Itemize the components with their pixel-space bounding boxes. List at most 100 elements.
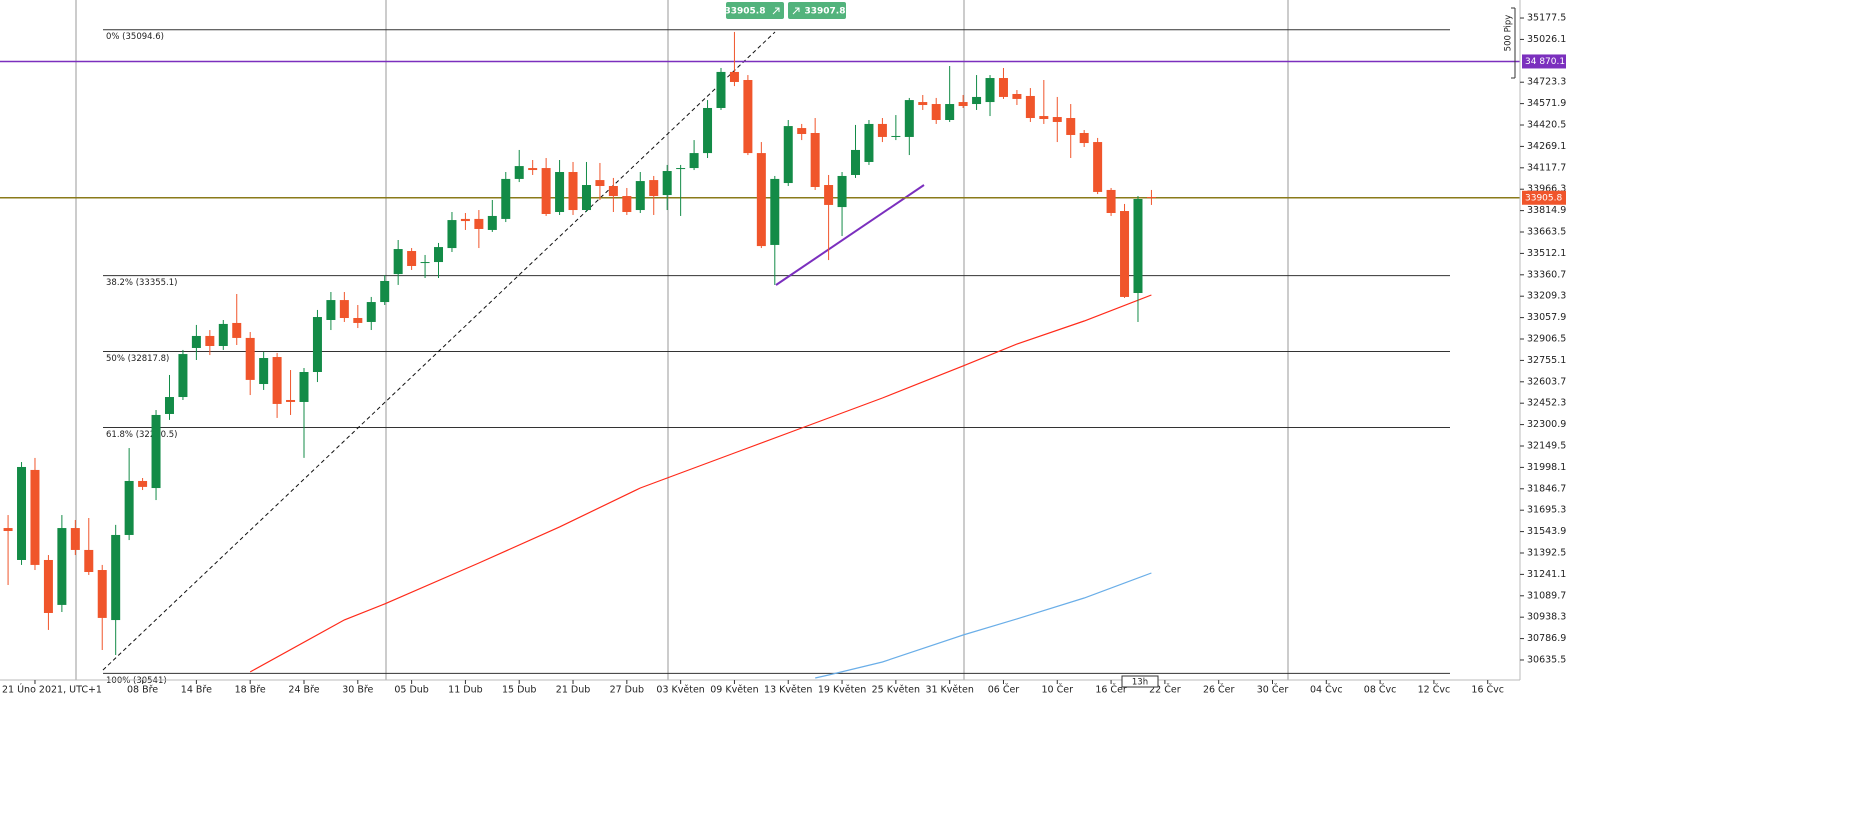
candle-body	[272, 357, 282, 404]
candle-body	[945, 104, 955, 120]
bid-button[interactable]: 33905.8	[725, 2, 785, 19]
moving-averages	[249, 294, 1152, 679]
button-bg[interactable]	[726, 2, 784, 19]
y-tick-label: 31089.7	[1527, 590, 1566, 601]
candle-body	[689, 153, 699, 169]
x-tick-label: 16 Čvc	[1471, 684, 1504, 696]
candle-body	[555, 172, 565, 213]
candle-body	[84, 549, 94, 572]
time-label: 13h	[1132, 678, 1148, 688]
candle-body	[998, 78, 1008, 97]
y-tick-label: 33512.1	[1527, 248, 1566, 259]
x-tick-label: 04 Čvc	[1310, 684, 1343, 696]
price-label-box	[1522, 54, 1566, 69]
y-tick-label: 31543.9	[1527, 526, 1566, 537]
candle-body	[729, 71, 739, 82]
candle-body	[245, 337, 255, 380]
y-tick-label: 32149.5	[1527, 440, 1566, 451]
candle-body	[1120, 211, 1130, 297]
candles	[3, 31, 1156, 655]
x-tick-label: 09 Květen	[710, 685, 758, 696]
y-tick-label: 33663.5	[1527, 227, 1566, 238]
candle-body	[595, 180, 605, 187]
candle-body	[958, 102, 968, 107]
candle-body	[366, 302, 376, 322]
y-tick-label: 30635.5	[1527, 654, 1566, 665]
y-tick-label: 34571.9	[1527, 98, 1566, 109]
candle-body	[972, 96, 982, 105]
y-tick-label: 33057.9	[1527, 312, 1566, 323]
x-tick-label: 11 Dub	[448, 685, 482, 696]
candle-body	[111, 534, 121, 621]
candle-body	[70, 528, 80, 550]
x-tick-label: 06 Čer	[988, 684, 1020, 696]
candle-body	[434, 247, 444, 263]
y-tick-label: 31846.7	[1527, 483, 1566, 494]
x-tick-label: 21 Dub	[556, 685, 590, 696]
candle-body	[743, 79, 753, 154]
y-tick-label: 31392.5	[1527, 547, 1566, 558]
candle-body	[393, 249, 403, 275]
candle-body	[851, 149, 861, 175]
candle-body	[1079, 132, 1089, 144]
x-tick-label: 25 Květen	[872, 685, 920, 696]
y-tick-label: 32603.7	[1527, 376, 1566, 387]
candle-body	[514, 166, 524, 179]
candle-body	[299, 372, 309, 402]
candle-body	[138, 480, 148, 487]
x-tick-label: 13 Květen	[764, 685, 812, 696]
x-tick-label: 21 Úno 2021, UTC+1	[2, 684, 102, 696]
candle-body	[904, 100, 914, 137]
x-tick-label: 08 Čvc	[1364, 684, 1397, 696]
button-bg[interactable]	[788, 2, 846, 19]
y-tick-label: 31998.1	[1527, 462, 1566, 473]
x-tick-label: 26 Čer	[1203, 684, 1235, 696]
moving-average	[815, 572, 1152, 679]
x-tick-label: 16 Čer	[1095, 684, 1127, 696]
price-labels: 34 870.1 33905.8	[1522, 54, 1566, 205]
y-tick-label: 31241.1	[1527, 569, 1566, 580]
candle-body	[353, 318, 363, 323]
x-tick-label: 27 Dub	[610, 685, 644, 696]
bid-price[interactable]: 33905.8	[725, 7, 766, 17]
x-tick-label: 10 Čer	[1042, 684, 1074, 696]
candle-body	[1146, 197, 1156, 199]
y-tick-label: 32452.3	[1527, 398, 1566, 409]
ask-button[interactable]: 33907.8	[788, 2, 846, 19]
candle-body	[541, 168, 551, 214]
candle-body	[756, 153, 766, 247]
fib-label: 61.8% (32280.5)	[106, 430, 178, 440]
candle-body	[1025, 95, 1035, 119]
arrow-icon[interactable]	[772, 7, 780, 15]
fib-label: 0% (35094.6)	[106, 32, 164, 42]
y-tick-label: 30938.3	[1527, 612, 1566, 623]
candle-body	[649, 180, 659, 197]
candle-body	[205, 335, 215, 346]
candle-body	[97, 570, 107, 618]
x-tick-label: 24 Bře	[288, 685, 319, 696]
candle-body	[407, 251, 417, 266]
candle-body	[326, 300, 336, 320]
candle-body	[447, 220, 457, 249]
y-tick-label: 32906.5	[1527, 334, 1566, 345]
arrow-icon[interactable]	[792, 7, 800, 15]
y-tick-label: 32755.1	[1527, 355, 1566, 366]
candle-body	[3, 528, 13, 532]
x-tick-label: 31 Květen	[925, 685, 973, 696]
fib-label: 50% (32817.8)	[106, 354, 169, 364]
candle-body	[286, 399, 296, 402]
candle-body	[837, 175, 847, 208]
candle-body	[1066, 118, 1076, 135]
candle-body	[1093, 142, 1103, 192]
x-tick-label: 05 Dub	[394, 685, 428, 696]
price-label-box	[1522, 190, 1566, 205]
candle-body	[460, 218, 470, 222]
candle-body	[622, 196, 632, 213]
y-tick-label: 30786.9	[1527, 633, 1566, 644]
pip-ruler: 500 Pipy	[1504, 7, 1516, 79]
x-tick-label: 03 Květen	[656, 685, 704, 696]
fib-label: 100% (30541)	[106, 676, 167, 686]
ask-price[interactable]: 33907.8	[805, 7, 846, 17]
